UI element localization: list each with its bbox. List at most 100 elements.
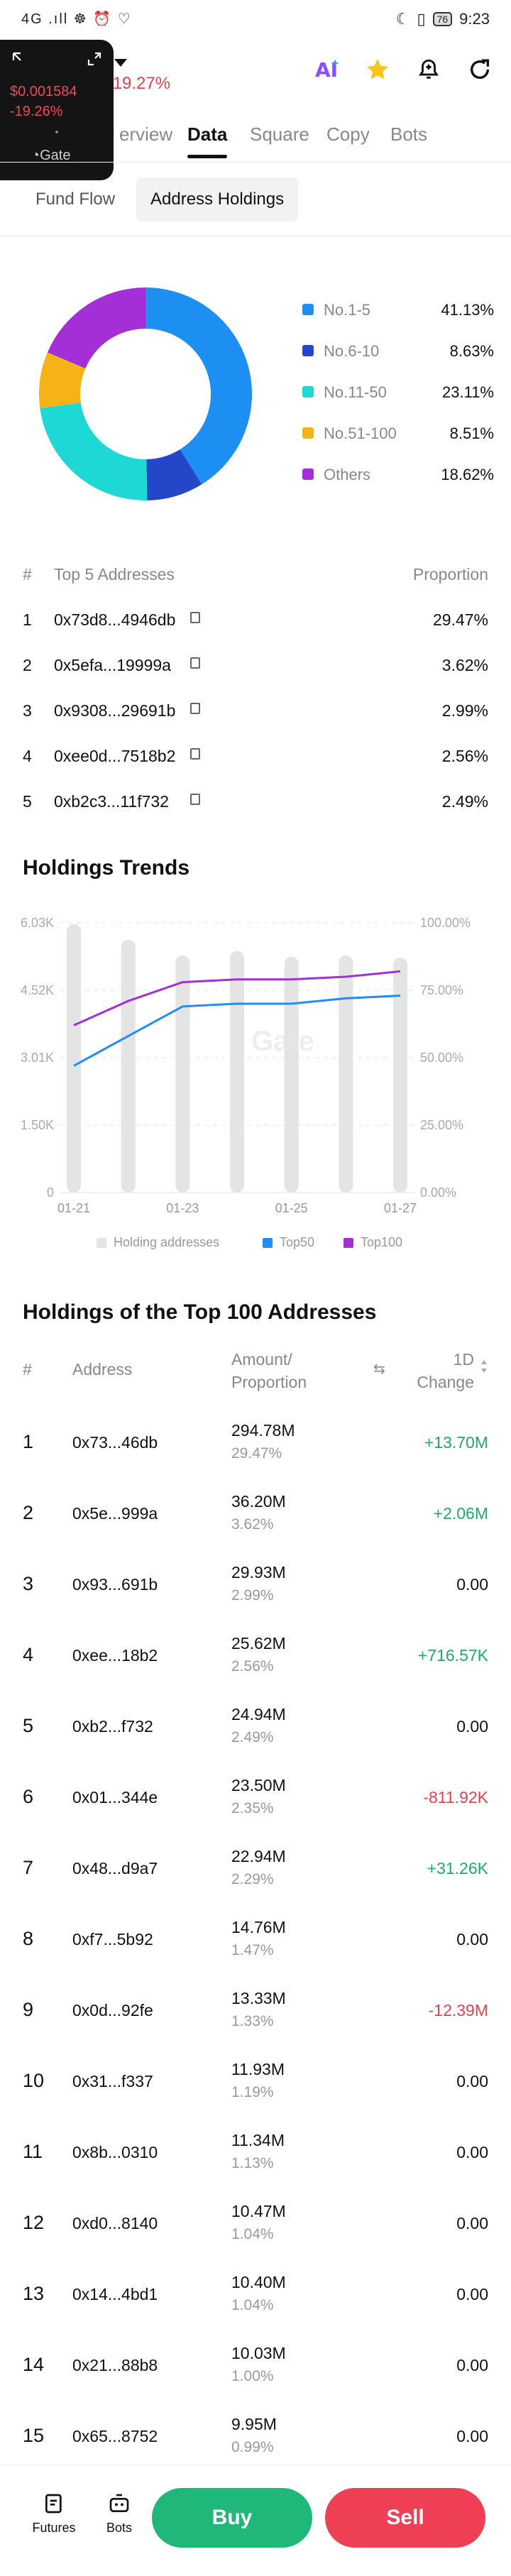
donut-slice-no-1-5[interactable] bbox=[145, 287, 252, 485]
table-row[interactable]: 7 0x48...d9a7 22.94M 2.29% +31.26K bbox=[23, 1836, 488, 1907]
copy-icon[interactable] bbox=[190, 657, 200, 669]
subtab-address-holdings[interactable]: Address Holdings bbox=[136, 177, 299, 221]
collapse-icon[interactable] bbox=[11, 51, 27, 67]
rank: 3 bbox=[23, 701, 32, 720]
address[interactable]: 0xf7...5b92 bbox=[72, 1930, 153, 1949]
address[interactable]: 0x93...691b bbox=[72, 1575, 158, 1594]
mini-price: $0.001584 bbox=[10, 84, 77, 99]
legend-label: No.6-10 bbox=[324, 342, 380, 360]
tab-data[interactable]: Data bbox=[187, 124, 228, 145]
bar-holding-addresses[interactable] bbox=[121, 939, 136, 1193]
address[interactable]: 0xb2...f732 bbox=[72, 1717, 153, 1736]
address[interactable]: 0x65...8752 bbox=[72, 2427, 158, 2445]
bots-label: Bots bbox=[106, 2521, 133, 2535]
table-row[interactable]: 14 0x21...88b8 10.03M 1.00% 0.00 bbox=[23, 2333, 488, 2404]
top5-head-prop: Proportion bbox=[412, 565, 488, 583]
amount: 11.93M bbox=[231, 2060, 285, 2078]
rank: 5 bbox=[23, 1715, 34, 1736]
legend-label: No.11-50 bbox=[324, 383, 387, 401]
legend-label: Holding addresses bbox=[114, 1235, 220, 1249]
tab-bots[interactable]: Bots bbox=[390, 124, 428, 145]
ai-icon[interactable]: AI bbox=[312, 55, 341, 84]
tab-copy[interactable]: Copy bbox=[326, 124, 370, 145]
rank: 12 bbox=[23, 2212, 45, 2233]
donut-slice-no-6-10[interactable] bbox=[146, 449, 202, 500]
expand-icon[interactable] bbox=[87, 51, 102, 67]
address[interactable]: 0x48...d9a7 bbox=[72, 1859, 158, 1878]
donut-slice-no-11-50[interactable] bbox=[40, 402, 148, 500]
address[interactable]: 0x14...4bd1 bbox=[72, 2285, 158, 2303]
change-1d: 0.00 bbox=[456, 2285, 488, 2303]
address: 0xee0d...7518b2 bbox=[54, 747, 176, 765]
tab-overview[interactable]: erview bbox=[119, 124, 173, 145]
legend-swatch bbox=[97, 1238, 106, 1248]
rank: 5 bbox=[23, 792, 32, 811]
share-icon[interactable] bbox=[466, 55, 494, 84]
table-row[interactable]: 6 0x01...344e 23.50M 2.35% -811.92K bbox=[23, 1765, 488, 1836]
bots-nav[interactable]: Bots bbox=[91, 2492, 148, 2536]
table-row[interactable]: 4 0xee...18b2 25.62M 2.56% +716.57K bbox=[23, 1623, 488, 1694]
amount: 25.62M bbox=[231, 1634, 286, 1653]
rank: 8 bbox=[23, 1928, 34, 1949]
table-row[interactable]: 2 0x5e...999a 36.20M 3.62% +2.06M bbox=[23, 1481, 488, 1552]
sort-icon[interactable] bbox=[480, 1359, 488, 1374]
table-row[interactable]: 15 0x65...8752 9.95M 0.99% 0.00 bbox=[23, 2404, 488, 2474]
legend-label: No.1-5 bbox=[324, 301, 371, 319]
copy-icon[interactable] bbox=[190, 794, 200, 805]
sell-button[interactable]: Sell bbox=[325, 2488, 485, 2548]
address: 0x73d8...4946db bbox=[54, 610, 176, 629]
line-top50[interactable] bbox=[73, 994, 401, 1067]
bar-holding-addresses[interactable] bbox=[339, 955, 353, 1193]
top5-row: 5 0xb2c3...11f732 2.49% bbox=[23, 785, 488, 816]
trends-title: Holdings Trends bbox=[23, 856, 190, 879]
amount: 36.20M bbox=[231, 1492, 286, 1511]
table-row[interactable]: 9 0x0d...92fe 13.33M 1.33% -12.39M bbox=[23, 1978, 488, 2049]
table-row[interactable]: 10 0x31...f337 11.93M 1.19% 0.00 bbox=[23, 2049, 488, 2120]
copy-icon[interactable] bbox=[190, 748, 200, 760]
col-change[interactable]: Change bbox=[417, 1373, 474, 1391]
bar-holding-addresses[interactable] bbox=[230, 950, 244, 1193]
address[interactable]: 0x01...344e bbox=[72, 1788, 158, 1807]
alert-bell-icon[interactable] bbox=[414, 55, 443, 84]
table-row[interactable]: 5 0xb2...f732 24.94M 2.49% 0.00 bbox=[23, 1694, 488, 1765]
top100-title: Holdings of the Top 100 Addresses bbox=[23, 1300, 377, 1324]
table-row[interactable]: 12 0xd0...8140 10.47M 1.04% 0.00 bbox=[23, 2191, 488, 2262]
address[interactable]: 0x0d...92fe bbox=[72, 2001, 153, 2019]
amount: 11.34M bbox=[231, 2131, 285, 2149]
table-row[interactable]: 13 0x14...4bd1 10.40M 1.04% 0.00 bbox=[23, 2262, 488, 2333]
address[interactable]: 0x5e...999a bbox=[72, 1504, 158, 1523]
subtab-fund-flow[interactable]: Fund Flow bbox=[35, 190, 116, 209]
line-top100[interactable] bbox=[73, 970, 401, 1026]
address[interactable]: 0x21...88b8 bbox=[72, 2356, 158, 2374]
bar-holding-addresses[interactable] bbox=[67, 923, 81, 1193]
floating-price-window[interactable]: $0.001584 -19.26% ◔Gate bbox=[0, 40, 114, 180]
proportion: 2.56% bbox=[441, 747, 488, 765]
table-row[interactable]: 8 0xf7...5b92 14.76M 1.47% 0.00 bbox=[23, 1907, 488, 1978]
bar-holding-addresses[interactable] bbox=[393, 958, 407, 1193]
chart-watermark: Gate bbox=[251, 1026, 314, 1057]
buy-button[interactable]: Buy bbox=[152, 2488, 312, 2548]
swap-columns-icon[interactable]: ⇆ bbox=[373, 1361, 385, 1377]
bar-holding-addresses[interactable] bbox=[175, 955, 190, 1193]
star-icon[interactable] bbox=[363, 55, 392, 84]
table-row[interactable]: 3 0x93...691b 29.93M 2.99% 0.00 bbox=[23, 1552, 488, 1623]
tab-square[interactable]: Square bbox=[250, 124, 309, 145]
amount: 22.94M bbox=[231, 1847, 286, 1865]
address[interactable]: 0xee...18b2 bbox=[72, 1646, 158, 1665]
address: 0xb2c3...11f732 bbox=[54, 792, 169, 811]
copy-icon[interactable] bbox=[190, 703, 200, 714]
address[interactable]: 0x8b...0310 bbox=[72, 2143, 158, 2161]
bar-holding-addresses[interactable] bbox=[284, 956, 299, 1193]
donut-slice-no-51-100[interactable] bbox=[39, 352, 86, 409]
table-row[interactable]: 11 0x8b...0310 11.34M 1.13% 0.00 bbox=[23, 2120, 488, 2191]
legend-swatch bbox=[263, 1238, 273, 1248]
col-proportion: Proportion bbox=[231, 1373, 307, 1391]
donut-slice-others[interactable] bbox=[47, 287, 146, 369]
address[interactable]: 0x73...46db bbox=[72, 1433, 158, 1452]
address[interactable]: 0x31...f337 bbox=[72, 2072, 153, 2090]
legend-item: No.11-50 23.11% bbox=[302, 380, 494, 405]
address[interactable]: 0xd0...8140 bbox=[72, 2214, 158, 2232]
futures-nav[interactable]: Futures bbox=[26, 2492, 82, 2536]
table-row[interactable]: 1 0x73...46db 294.78M 29.47% +13.70M bbox=[23, 1410, 488, 1481]
copy-icon[interactable] bbox=[190, 612, 200, 623]
